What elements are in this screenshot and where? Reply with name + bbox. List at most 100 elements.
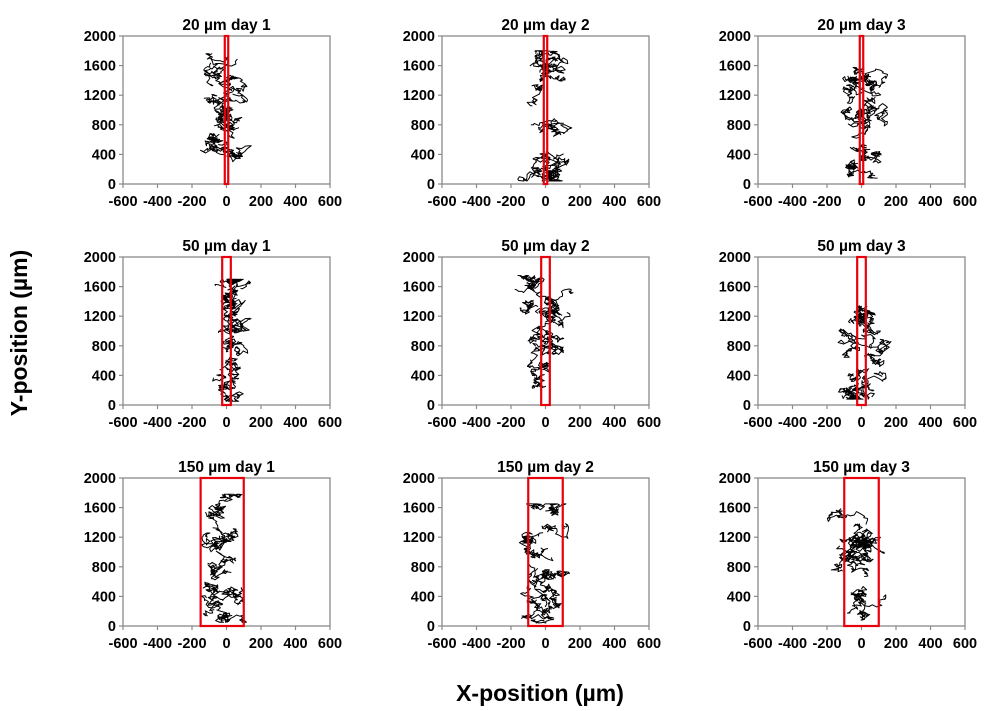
y-tick-label: 2000 <box>403 250 435 266</box>
cell-track <box>218 328 249 357</box>
y-tick-label: 1200 <box>84 530 116 546</box>
cell-track <box>204 499 225 519</box>
cell-track <box>215 72 248 96</box>
panel-title: 50 µm day 1 <box>182 238 271 255</box>
y-tick-label: 800 <box>92 339 116 355</box>
y-tick-label: 800 <box>411 339 435 355</box>
y-tick-label: 1600 <box>719 59 751 75</box>
y-tick-label: 1600 <box>403 280 435 296</box>
cell-track <box>207 588 239 602</box>
channel-outline <box>527 476 564 628</box>
cell-tracks <box>826 508 887 621</box>
y-tick-label: 0 <box>427 177 435 193</box>
x-tick-label: 0 <box>857 636 865 652</box>
panel-title: 50 µm day 3 <box>817 238 906 255</box>
cell-track <box>519 299 539 315</box>
cell-track <box>214 278 244 288</box>
x-tick-label: 600 <box>953 194 977 210</box>
panel-title: 50 µm day 2 <box>501 238 589 255</box>
y-tick-label: 800 <box>727 560 751 576</box>
cell-track <box>863 96 888 127</box>
cell-track <box>869 338 892 357</box>
cell-track <box>847 72 874 87</box>
x-tick-label: 600 <box>953 636 977 652</box>
y-tick-label: 800 <box>727 118 751 134</box>
cell-tracks <box>200 493 247 623</box>
y-tick-label: 1600 <box>403 501 435 517</box>
channel-outline <box>843 476 880 628</box>
cell-track <box>826 508 869 525</box>
x-tick-label: 400 <box>918 415 942 431</box>
x-tick-label: -400 <box>778 636 807 652</box>
cell-track <box>854 318 881 336</box>
x-tick-label: -600 <box>743 636 772 652</box>
y-tick-label: 800 <box>411 560 435 576</box>
y-tick-label: 1600 <box>84 501 116 517</box>
y-tick-label: 800 <box>92 118 116 134</box>
cell-track <box>526 84 545 107</box>
y-tick-label: 2000 <box>719 29 751 45</box>
cell-track <box>215 612 233 623</box>
plot-area <box>757 256 966 406</box>
y-tick-label: 0 <box>743 619 751 635</box>
cell-track <box>219 493 243 502</box>
y-tick-label: 400 <box>411 589 435 605</box>
x-tick-label: 200 <box>249 415 273 431</box>
y-axis-title: Y-position (µm) <box>6 250 32 417</box>
cell-track <box>514 275 540 294</box>
y-tick-label: 0 <box>743 398 751 414</box>
y-tick-label: 1600 <box>84 59 116 75</box>
panel-title: 20 µm day 3 <box>817 17 906 34</box>
x-tick-label: -600 <box>108 194 137 210</box>
y-tick-label: 1200 <box>719 530 751 546</box>
cell-track <box>864 352 885 367</box>
cell-track <box>847 586 868 614</box>
plot-area <box>441 477 650 627</box>
x-tick-label: 200 <box>568 194 592 210</box>
cell-track <box>207 561 232 581</box>
y-tick-label: 1200 <box>84 309 116 325</box>
x-tick-label: -200 <box>496 415 525 431</box>
cell-track <box>526 343 551 367</box>
cell-track <box>213 116 240 139</box>
cell-track <box>539 52 569 73</box>
x-tick-label: -600 <box>743 194 772 210</box>
cell-track <box>527 326 551 344</box>
x-tick-label: 400 <box>602 415 626 431</box>
x-tick-label: -600 <box>108 636 137 652</box>
y-tick-label: 400 <box>727 147 751 163</box>
y-tick-label: 1200 <box>403 309 435 325</box>
cell-track <box>852 545 874 563</box>
cell-track <box>841 550 859 572</box>
x-tick-label: -400 <box>143 415 172 431</box>
x-tick-label: 0 <box>857 194 865 210</box>
y-tick-label: 0 <box>743 177 751 193</box>
y-tick-label: 800 <box>92 560 116 576</box>
cell-track <box>545 503 567 516</box>
y-tick-label: 0 <box>108 619 116 635</box>
channel-outline <box>223 34 230 186</box>
y-tick-label: 1600 <box>719 501 751 517</box>
panel-title: 150 µm day 3 <box>813 459 910 476</box>
y-tick-label: 2000 <box>84 29 116 45</box>
x-tick-label: -600 <box>743 415 772 431</box>
y-tick-label: 1600 <box>84 280 116 296</box>
cell-track <box>848 305 876 324</box>
cell-track <box>517 167 555 182</box>
y-tick-label: 0 <box>427 619 435 635</box>
x-axis-title: X-position (µm) <box>456 680 624 706</box>
cell-track <box>844 386 875 400</box>
x-tick-label: -400 <box>778 415 807 431</box>
y-tick-label: 2000 <box>719 471 751 487</box>
cell-track <box>850 589 867 607</box>
cell-track <box>845 159 859 171</box>
y-tick-label: 800 <box>727 339 751 355</box>
x-tick-label: 200 <box>249 194 273 210</box>
x-tick-label: 400 <box>602 194 626 210</box>
